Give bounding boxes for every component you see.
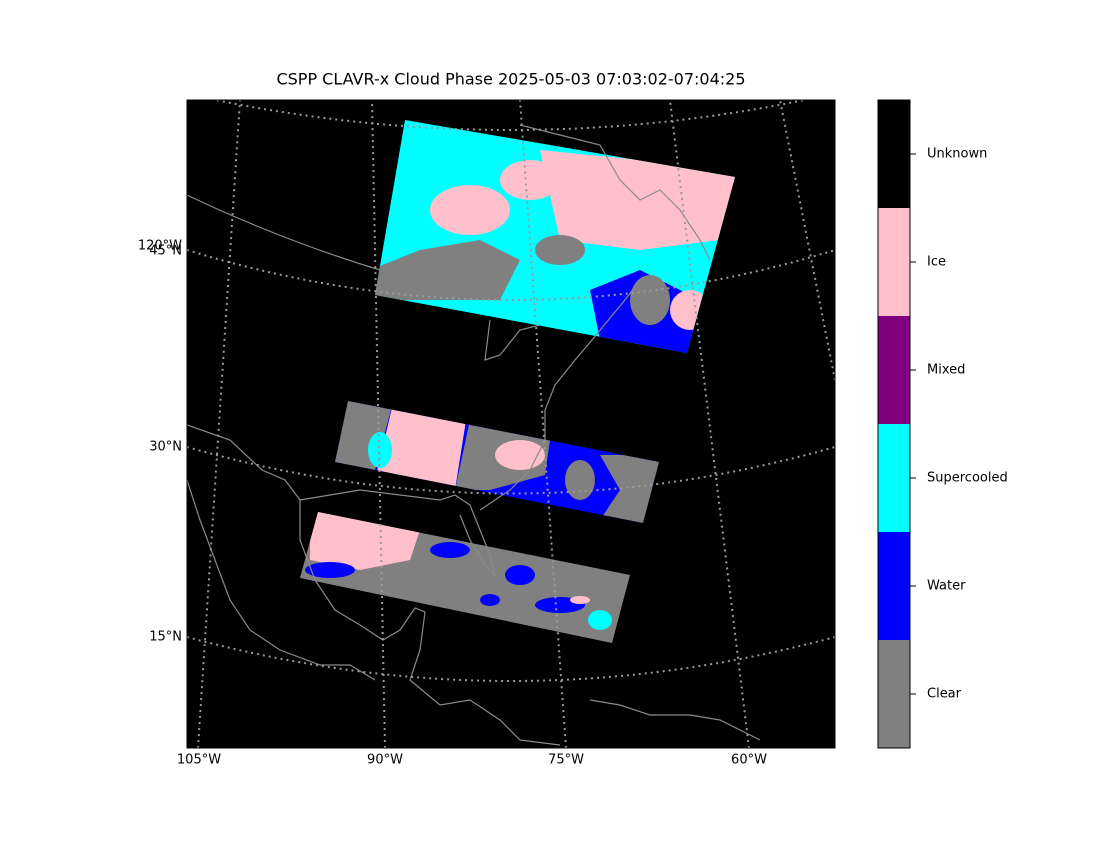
lon-label: 60°W [731, 753, 767, 768]
lon-label: 90°W [367, 753, 403, 768]
lon-label: 75°W [548, 753, 584, 768]
lon-label: 105°W [177, 753, 221, 768]
lat-label: 30°N [149, 440, 182, 455]
colorbar-segment [878, 424, 910, 532]
lat-label: 120°W [138, 239, 182, 254]
colorbar-label: Unknown [927, 147, 987, 162]
colorbar-segment [878, 640, 910, 748]
map-frame [186, 99, 836, 749]
colorbar-label: Mixed [927, 363, 965, 378]
colorbar-frame [877, 99, 911, 749]
coastlines [187, 124, 761, 746]
colorbar-segment [878, 100, 910, 208]
title: CSPP CLAVR-x Cloud Phase 2025-05-03 07:0… [276, 70, 745, 89]
lat-label: 15°N [149, 630, 182, 645]
colorbar-segment [878, 532, 910, 640]
graticule [187, 100, 835, 748]
colorbar-segment [878, 208, 910, 316]
lat-label: 45°N [149, 244, 182, 259]
colorbar-label: Water [927, 579, 966, 594]
colorbar-label: Supercooled [927, 471, 1008, 486]
colorbar-label: Ice [927, 255, 946, 270]
colorbar-segment [878, 316, 910, 424]
colorbar-label: Clear [927, 687, 962, 702]
